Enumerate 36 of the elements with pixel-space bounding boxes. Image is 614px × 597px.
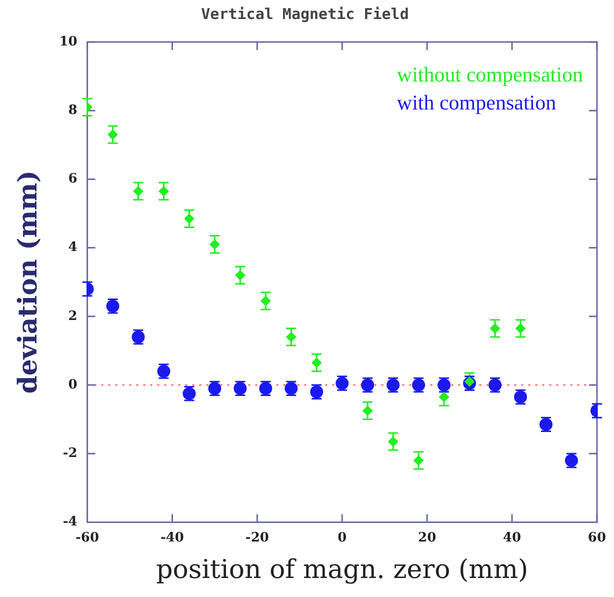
x-axis-title: position of magn. zero (mm)	[156, 555, 528, 586]
y-tick-label: 4	[68, 240, 78, 256]
point	[286, 332, 296, 342]
y-tick-label: 0	[68, 377, 78, 392]
y-tick-label: 8	[68, 102, 78, 118]
y-tick-label: 2	[68, 308, 78, 324]
x-tick-label: 0	[338, 530, 347, 546]
point	[260, 296, 271, 306]
x-tick-label: 20	[418, 530, 436, 546]
x-tick-label: -60	[76, 530, 100, 546]
point	[388, 436, 398, 447]
point	[210, 239, 220, 250]
y-tick-label: -4	[62, 514, 78, 530]
point	[133, 186, 144, 196]
y-tick-label: 6	[68, 172, 78, 187]
point	[516, 323, 526, 334]
x-tick-label: 40	[502, 530, 522, 546]
chart-title: Vertical Magnetic Field	[201, 4, 409, 23]
y-tick-label: -2	[62, 446, 78, 461]
y-tick-label: 10	[59, 34, 78, 50]
x-tick-label: 60	[588, 530, 606, 546]
point	[414, 455, 424, 466]
text: without compensation	[396, 62, 584, 87]
point	[464, 376, 475, 387]
point	[235, 270, 246, 280]
point	[312, 358, 322, 368]
point	[490, 323, 500, 334]
point	[108, 130, 118, 140]
x-tick-label: -40	[160, 530, 184, 546]
point	[439, 392, 450, 402]
y-axis-title: deviation (mm)	[13, 170, 44, 394]
point	[184, 214, 194, 224]
point	[158, 186, 169, 196]
point	[362, 406, 373, 416]
text: with compensation	[396, 90, 557, 115]
x-tick-label: -20	[245, 530, 269, 546]
